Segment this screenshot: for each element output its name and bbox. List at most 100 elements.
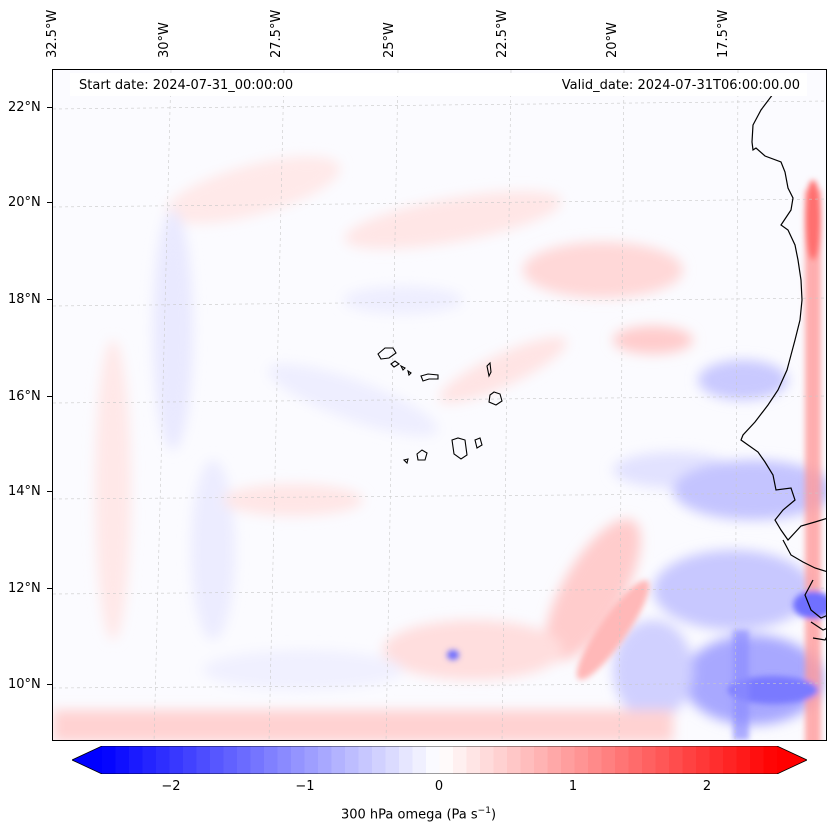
lon-label-text: 17.5°W <box>716 9 731 58</box>
colorbar-cell <box>277 746 292 774</box>
start-date-label: Start date: 2024-07-31_00:00:00 <box>79 78 294 93</box>
colorbar-tick-label: 0 <box>434 779 444 794</box>
lat-label: 14°N <box>8 484 41 499</box>
lat-label: 18°N <box>8 292 41 307</box>
colorbar-label-suffix: ) <box>490 807 497 823</box>
colorbar-cell <box>264 746 278 774</box>
lat-label: 16°N <box>8 389 41 404</box>
colorbar-cell <box>493 746 508 774</box>
colorbar-cell <box>304 746 319 774</box>
colorbar-cell <box>547 746 562 774</box>
colorbar-cell <box>763 746 778 774</box>
colorbar-cell <box>345 746 359 774</box>
lat-label: 12°N <box>8 581 41 596</box>
colorbar-cell <box>291 746 305 774</box>
colorbar-cell <box>534 746 548 774</box>
map-panel[interactable] <box>52 69 827 741</box>
lon-label-text: 27.5°W <box>269 9 284 58</box>
colorbar-cell <box>736 746 751 774</box>
colorbar-cell <box>696 746 710 774</box>
lat-label: 20°N <box>8 195 41 210</box>
lon-label-text: 25°W <box>382 22 397 58</box>
colorbar-cell <box>561 746 575 774</box>
colorbar-cell <box>210 746 224 774</box>
colorbar-cell <box>615 746 629 774</box>
lat-label: 22°N <box>8 100 41 115</box>
colorbar-cell <box>709 746 724 774</box>
colorbar-cell <box>655 746 670 774</box>
lon-label-text: 22.5°W <box>495 9 510 58</box>
omega-field <box>53 156 826 740</box>
colorbar-cell <box>399 746 413 774</box>
colorbar-high-extend <box>777 746 807 774</box>
colorbar-cell <box>318 746 332 774</box>
lat-tick <box>47 491 52 492</box>
colorbar-label: 300 hPa omega (Pa s−1) <box>0 806 837 822</box>
lon-label: 22.5°W <box>494 0 512 60</box>
colorbar-cell <box>520 746 535 774</box>
info-bar <box>70 73 807 96</box>
colorbar-tick-label: −2 <box>161 779 181 794</box>
lon-label: 32.5°W <box>44 0 62 60</box>
lon-label: 25°W <box>381 0 399 60</box>
coastline <box>740 81 826 641</box>
colorbar-low-extend <box>72 746 102 774</box>
colorbar-cell <box>480 746 494 774</box>
colorbar-cell <box>628 746 643 774</box>
lon-label-text: 20°W <box>605 22 620 58</box>
colorbar-cell <box>372 746 386 774</box>
lon-label: 17.5°W <box>715 0 733 60</box>
colorbar-cell <box>412 746 427 774</box>
omega-field-map <box>53 70 826 740</box>
lon-label-text: 32.5°W <box>45 9 60 58</box>
colorbar-cell <box>250 746 265 774</box>
lat-tick <box>47 299 52 300</box>
colorbar-cell <box>574 746 589 774</box>
lon-label: 27.5°W <box>268 0 286 60</box>
colorbar-cell <box>439 746 454 774</box>
colorbar-cell <box>142 746 157 774</box>
colorbar-cell <box>196 746 211 774</box>
lat-label: 10°N <box>8 677 41 692</box>
colorbar-cell <box>115 746 130 774</box>
colorbar-label-exponent: −1 <box>477 806 491 816</box>
colorbar-label-text: 300 hPa omega (Pa s <box>340 807 478 823</box>
map-gridlines <box>53 70 826 740</box>
colorbar-cell <box>385 746 400 774</box>
lat-tick <box>47 202 52 203</box>
lon-label-text: 30°W <box>157 22 172 58</box>
colorbar-cell <box>183 746 197 774</box>
colorbar <box>72 746 807 774</box>
colorbar-cell <box>750 746 764 774</box>
lat-tick <box>47 684 52 685</box>
colorbar-cell <box>237 746 251 774</box>
colorbar-cell <box>358 746 373 774</box>
colorbar-cell <box>682 746 697 774</box>
colorbar-cell <box>223 746 238 774</box>
colorbar-cell <box>466 746 481 774</box>
islands <box>377 347 503 465</box>
colorbar-cell <box>156 746 170 774</box>
colorbar-tick-label: 2 <box>702 779 712 794</box>
colorbar-cell <box>642 746 656 774</box>
colorbar-cell <box>169 746 184 774</box>
colorbar-cell <box>129 746 143 774</box>
colorbar-tick-label: −1 <box>295 779 315 794</box>
colorbar-cell <box>669 746 683 774</box>
colorbar-tick-label: 1 <box>568 779 578 794</box>
colorbar-cells <box>102 746 778 774</box>
colorbar-cell <box>723 746 737 774</box>
colorbar-cell <box>426 746 440 774</box>
lon-label: 20°W <box>604 0 622 60</box>
colorbar-cell <box>102 746 116 774</box>
valid-date-label: Valid_date: 2024-07-31T06:00:00.00 <box>561 78 800 93</box>
colorbar-cell <box>331 746 346 774</box>
colorbar-cell <box>453 746 467 774</box>
colorbar-cell <box>507 746 521 774</box>
lat-tick <box>47 588 52 589</box>
lon-label: 30°W <box>156 0 174 60</box>
lat-tick <box>47 396 52 397</box>
colorbar-cell <box>588 746 602 774</box>
colorbar-cell <box>601 746 616 774</box>
lat-tick <box>47 107 52 108</box>
